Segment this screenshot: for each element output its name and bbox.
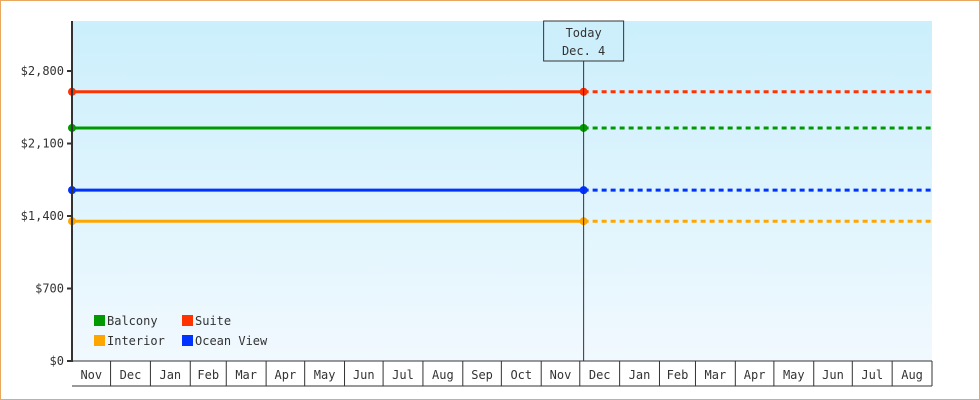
month-label: Jul — [392, 368, 414, 382]
today-label: Today — [566, 26, 602, 40]
month-label: Nov — [80, 368, 102, 382]
month-label: Dec — [589, 368, 611, 382]
month-label: Mar — [235, 368, 257, 382]
legend-label: Suite — [195, 314, 231, 328]
y-tick-label: $1,400 — [21, 209, 64, 223]
legend-swatch — [94, 315, 105, 326]
legend-label: Ocean View — [195, 334, 268, 348]
legend-label: Interior — [107, 334, 165, 348]
y-tick-label: $2,100 — [21, 137, 64, 151]
month-label: Sep — [471, 368, 493, 382]
month-label: Apr — [744, 368, 766, 382]
legend-label: Balcony — [107, 314, 158, 328]
month-label: Jun — [822, 368, 844, 382]
month-label: Mar — [705, 368, 727, 382]
legend-swatch — [182, 335, 193, 346]
month-label: Dec — [120, 368, 142, 382]
month-label: Jan — [629, 368, 651, 382]
month-label: Apr — [275, 368, 297, 382]
month-label: Feb — [197, 368, 219, 382]
legend-swatch — [182, 315, 193, 326]
today-date: Dec. 4 — [562, 44, 605, 58]
month-label: Aug — [432, 368, 454, 382]
today-label-box — [543, 20, 625, 62]
month-label: Aug — [901, 368, 923, 382]
month-label: Oct — [510, 368, 532, 382]
month-label: Jul — [861, 368, 883, 382]
month-label: Nov — [550, 368, 572, 382]
y-tick-label: $0 — [50, 354, 64, 368]
y-tick-label: $2,800 — [21, 64, 64, 78]
legend-swatch — [94, 335, 105, 346]
month-label: May — [783, 368, 805, 382]
legend: Balcony Suite Interior Ocean View — [94, 314, 268, 348]
month-label: Jan — [159, 368, 181, 382]
month-label: May — [314, 368, 336, 382]
month-label: Jun — [353, 368, 375, 382]
y-tick-label: $700 — [35, 282, 64, 296]
month-label: Feb — [667, 368, 689, 382]
